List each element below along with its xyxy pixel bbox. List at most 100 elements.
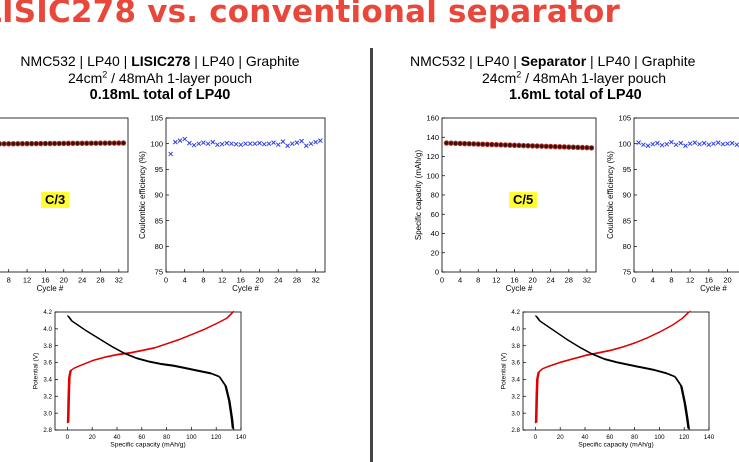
x-tick-label: 100 — [654, 434, 665, 441]
left-capacity-frame — [0, 117, 129, 273]
y-tick-label: 105 — [618, 114, 631, 123]
y-tick-label: 160 — [426, 114, 439, 123]
right-capacity-point — [538, 143, 545, 149]
x-tick-label: 8 — [476, 276, 480, 285]
left-capacity-point — [83, 140, 90, 147]
right-efficiency-point — [720, 141, 726, 147]
left-efficiency-point — [224, 140, 230, 146]
left-efficiency-point — [210, 139, 216, 145]
y-tick-label: 0 — [435, 268, 439, 277]
right-capacity-point — [484, 141, 491, 148]
left-efficiency-point — [243, 141, 248, 147]
x-tick-label: 16 — [510, 276, 518, 285]
y-tick-label: 100 — [618, 139, 631, 148]
x-tick-label: 28 — [96, 276, 104, 285]
right-efficiency-point — [664, 141, 670, 147]
left-capacity-point — [47, 140, 53, 147]
right-capacity-point — [584, 144, 590, 151]
x-tick-label: 20 — [557, 434, 564, 441]
left-capacity-point — [120, 140, 127, 146]
right-capacity-point — [489, 141, 495, 148]
right-capacity-point — [452, 140, 459, 147]
right-efficiency-point — [655, 140, 660, 146]
right-efficiency-point — [711, 141, 716, 147]
x-tick-label: 28 — [293, 276, 301, 285]
left-header-line2: 24cm2 / 48mAh 1-layer pouch — [68, 69, 252, 86]
left-efficiency-point — [289, 141, 295, 147]
x-tick-label: 4 — [458, 276, 462, 285]
left-capacity-chart: 048121620242832020406080100120140160Cycl… — [0, 117, 129, 293]
x-tick-label: 60 — [606, 434, 613, 441]
right-efficiency-point — [697, 141, 702, 147]
y-tick-label: 3.8 — [511, 343, 520, 350]
left-efficiency-point — [252, 141, 258, 147]
right-efficiency-point — [725, 141, 730, 147]
left-capacity-point — [106, 140, 113, 146]
right-capacity-point — [443, 140, 450, 146]
left-efficiency-point — [257, 140, 262, 146]
left-capacity-point — [79, 140, 85, 147]
right-voltage-chart: 0 20 40 60 80 100 120 140 2.8 3.0 3.2 3.4 3.6 3.8 4.0 4… — [501, 309, 715, 448]
left-capacity-point — [51, 140, 58, 147]
left-efficiency-point — [285, 143, 290, 149]
x-tick-label: 32 — [583, 276, 591, 285]
left-voltage-chart: 0 20 40 60 80 100 120 140 2.8 3.0 3.2 3.4 3.6 3.8 4.0 4… — [33, 309, 247, 448]
y-tick-label: 4.2 — [43, 309, 52, 316]
left-voltage-charge-curve — [67, 311, 234, 423]
right-capacity-point — [561, 144, 568, 150]
x-tick-label: 32 — [311, 276, 319, 285]
y-tick-label: 3.2 — [511, 393, 520, 400]
right-capacity-point — [575, 144, 581, 151]
right-efficiency-point — [678, 140, 684, 146]
y-tick-label: 3.2 — [43, 393, 52, 400]
y-tick-label: 75 — [623, 268, 631, 277]
x-tick-label: 20 — [60, 276, 68, 285]
left-capacity-point — [10, 140, 17, 147]
left-efficiency-point — [177, 138, 183, 143]
right-efficiency-point — [636, 140, 642, 145]
y-tick-label: 105 — [150, 114, 163, 123]
x-tick-label: 4 — [651, 276, 655, 285]
left-voltage-xlabel: Specific capacity (mAh/g) — [110, 441, 185, 448]
left-efficiency-point — [187, 140, 192, 146]
right-efficiency-xlabel: Cycle # — [700, 284, 727, 293]
x-tick-label: 80 — [163, 434, 170, 441]
x-tick-label: 20 — [89, 434, 96, 441]
x-tick-label: 120 — [211, 434, 222, 441]
y-tick-label: 80 — [623, 242, 631, 251]
left-capacity-point — [61, 140, 67, 147]
right-capacity-point — [502, 142, 509, 148]
left-efficiency-point — [294, 140, 300, 145]
y-tick-label: 95 — [623, 165, 631, 174]
left-capacity-point — [28, 140, 35, 147]
right-capacity-xlabel: Cycle # — [506, 284, 533, 293]
x-tick-label: 12 — [23, 276, 31, 285]
right-capacity-point — [493, 141, 500, 148]
right-capacity-point — [475, 141, 481, 147]
right-rate-label: C/5 — [509, 192, 538, 208]
left-header: NMC532 | LP40 | LISIC278 | LP40 | Graphi… — [0, 53, 340, 104]
left-efficiency-point — [299, 138, 304, 144]
y-tick-label: 3.4 — [511, 377, 520, 384]
left-capacity-point — [1, 141, 7, 147]
right-capacity-point — [570, 144, 577, 150]
left-capacity-point — [102, 140, 108, 146]
x-tick-label: 20 — [528, 276, 536, 285]
y-tick-label: 90 — [623, 191, 631, 200]
right-capacity-point — [552, 143, 558, 150]
y-tick-label: 3.6 — [511, 360, 520, 367]
left-efficiency-point — [238, 142, 244, 148]
right-capacity-point — [543, 143, 549, 150]
right-efficiency-point — [706, 142, 712, 148]
right-header-line3: 1.6mL total of LP40 — [509, 87, 642, 103]
left-capacity-point — [65, 140, 72, 147]
right-capacity-point — [511, 142, 518, 149]
left-efficiency-point — [317, 138, 323, 143]
right-efficiency-point — [687, 141, 693, 147]
right-voltage-discharge-curve — [536, 316, 690, 430]
right-capacity-point — [507, 142, 513, 148]
right-voltage-ylabel: Potential (V) — [501, 353, 508, 390]
right-efficiency-point — [734, 142, 739, 148]
y-tick-label: 4.0 — [43, 326, 52, 333]
